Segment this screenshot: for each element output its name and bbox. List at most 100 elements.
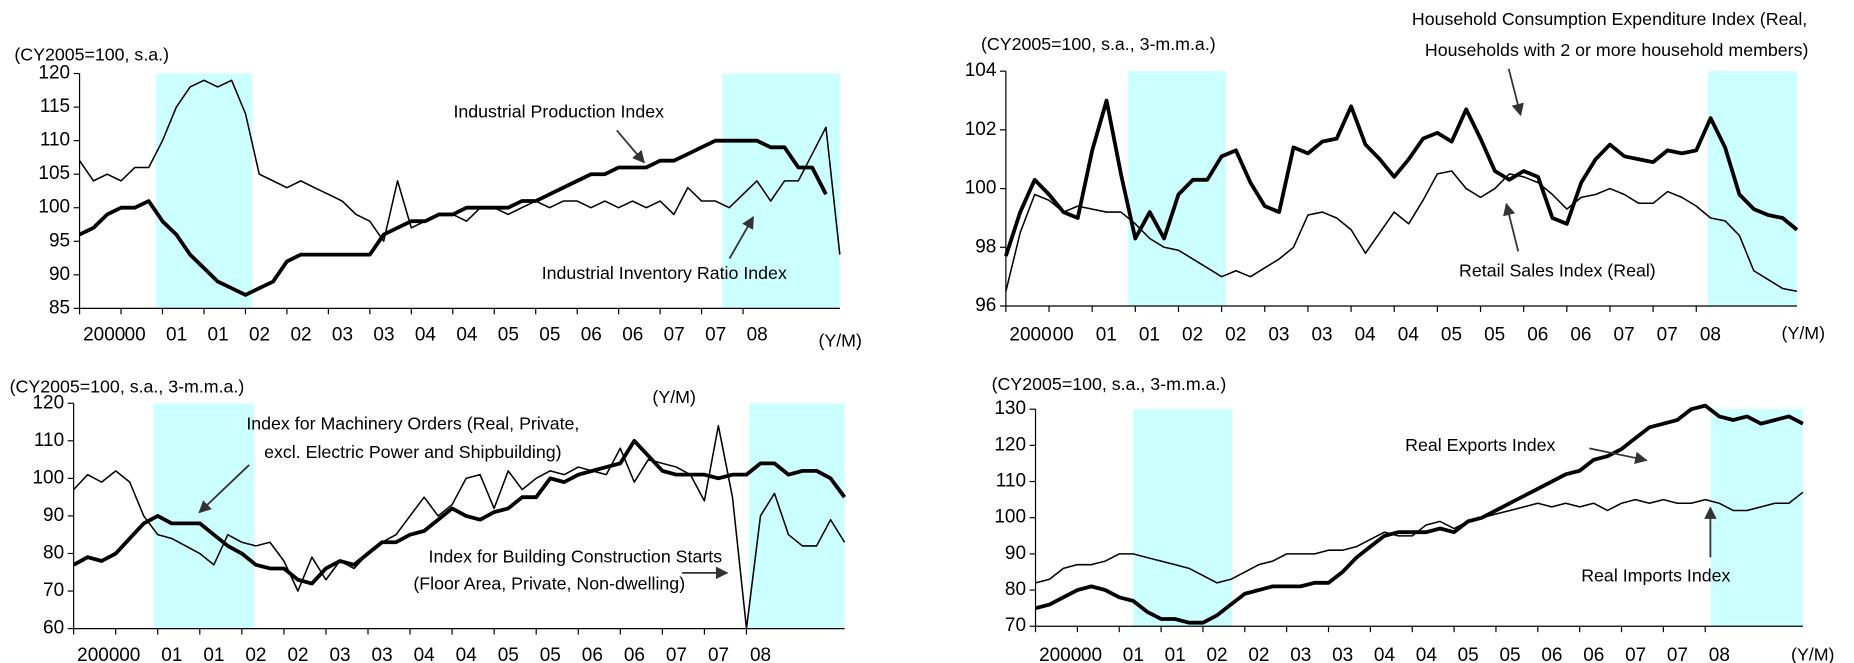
x-tick-label: 00 — [1081, 645, 1102, 663]
unit-label: (CY2005=100, s.a., 3-m.m.a.) — [10, 377, 245, 397]
x-tick-label: 00 — [1053, 325, 1074, 346]
x-tick-label: 03 — [1332, 645, 1353, 663]
x-tick-label: 07 — [1657, 325, 1678, 346]
unit-label: (CY2005=100, s.a., 3-m.m.a.) — [992, 374, 1227, 394]
x-tick-label: 2000 — [77, 645, 119, 663]
y-tick-label: 85 — [49, 297, 70, 318]
series-line — [1004, 98, 1799, 257]
y-tick-label: 104 — [965, 60, 997, 81]
y-tick-label: 100 — [32, 467, 64, 488]
y-tick-label: 110 — [40, 130, 70, 151]
x-tick-label: 08 — [1700, 325, 1721, 346]
x-tick-label: 06 — [624, 645, 645, 663]
series-label: Real Exports Index — [1405, 435, 1555, 455]
shaded-period — [1133, 409, 1233, 627]
x-tick-label: 06 — [581, 325, 602, 346]
series-label-line: Index for Machinery Orders (Real, Privat… — [246, 413, 579, 433]
y-tick-label: 96 — [975, 295, 996, 316]
x-unit-label: (Y/M) — [1791, 645, 1834, 663]
y-tick-label: 80 — [1005, 579, 1026, 600]
series-line — [72, 438, 847, 586]
series-label-line: Households with 2 or more household memb… — [1425, 40, 1808, 60]
series-label-line: (Floor Area, Private, Non-dwelling) — [413, 573, 685, 593]
x-tick-label: 05 — [540, 645, 561, 663]
series-label: Industrial Inventory Ratio Index — [542, 263, 787, 283]
y-tick-label: 100 — [965, 178, 997, 199]
shaded-period — [1707, 71, 1797, 307]
x-unit-label: (Y/M) — [1782, 323, 1825, 343]
series-label-line: Real Imports Index — [1581, 565, 1730, 585]
x-tick-label: 05 — [539, 325, 560, 346]
x-unit-label: (Y/M) — [818, 330, 861, 350]
annotation-arrow — [1503, 202, 1520, 252]
series-line — [73, 425, 846, 630]
x-tick-label: 01 — [1165, 645, 1186, 663]
x-tick-label: 08 — [747, 325, 768, 346]
x-tick-label: 2000 — [1039, 645, 1081, 663]
x-tick-label: 04 — [414, 645, 435, 663]
x-tick-label: 06 — [1583, 645, 1604, 663]
shaded-period — [155, 73, 253, 309]
x-tick-label: 08 — [1709, 645, 1730, 663]
y-tick-label: 120 — [38, 63, 70, 84]
x-tick-label: 01 — [1123, 645, 1144, 663]
x-tick-label: 02 — [287, 645, 308, 663]
x-tick-label: 04 — [1374, 645, 1395, 663]
x-tick-label: 04 — [1398, 325, 1419, 346]
y-tick-label: 90 — [49, 264, 70, 285]
series-label-line: Index for Building Construction Starts — [429, 546, 723, 566]
y-tick-label: 95 — [49, 230, 70, 251]
series-label: Industrial Production Index — [453, 101, 664, 121]
y-tick-label: 60 — [43, 618, 64, 639]
x-tick-label: 03 — [1268, 325, 1289, 346]
series-label-line: Household Consumption Expenditure Index … — [1412, 9, 1807, 29]
series-label-line: Real Exports Index — [1405, 435, 1555, 455]
x-tick-label: 02 — [1182, 325, 1203, 346]
series-label-line: Industrial Inventory Ratio Index — [542, 263, 787, 283]
unit-label: (CY2005=100, s.a., 3-m.m.a.) — [981, 34, 1216, 54]
x-tick-label: 05 — [1484, 325, 1505, 346]
x-tick-label: 03 — [373, 325, 394, 346]
x-tick-label: 04 — [1416, 645, 1437, 663]
x-tick-label: 00 — [125, 325, 146, 346]
shaded-period — [722, 73, 840, 309]
annotation-arrow — [198, 464, 250, 514]
x-tick-label: 04 — [1355, 325, 1376, 346]
x-tick-label: 03 — [372, 645, 393, 663]
x-tick-label: 08 — [750, 645, 771, 663]
x-tick-label: 04 — [456, 325, 477, 346]
y-tick-label: 110 — [996, 471, 1026, 492]
x-tick-label: 02 — [1248, 645, 1269, 663]
chart-panel: 96 98 100 102 104 2000 00 01 01 02 02 03 03 04 04 05 05 0… — [965, 9, 1825, 346]
x-tick-label: 04 — [415, 325, 436, 346]
x-tick-label: 2000 — [1009, 325, 1051, 346]
shaded-period — [1710, 409, 1803, 627]
x-tick-label: 07 — [708, 645, 729, 663]
y-tick-label: 80 — [43, 543, 64, 564]
series-label-line: Industrial Production Index — [453, 101, 664, 121]
x-tick-label: 04 — [456, 645, 477, 663]
y-tick-label: 115 — [40, 96, 70, 117]
x-tick-label: 01 — [1096, 325, 1117, 346]
y-tick-label: 98 — [975, 236, 996, 257]
x-tick-label: 01 — [161, 645, 182, 663]
series-label: Retail Sales Index (Real) — [1459, 260, 1656, 280]
y-tick-label: 100 — [38, 197, 70, 218]
shaded-period — [749, 403, 845, 629]
x-tick-label: 07 — [1614, 325, 1635, 346]
x-tick-label: 05 — [498, 645, 519, 663]
x-tick-label: 02 — [245, 645, 266, 663]
x-tick-label: 03 — [332, 325, 353, 346]
y-tick-label: 105 — [38, 163, 70, 184]
x-tick-label: 05 — [1500, 645, 1521, 663]
annotation-arrow — [728, 215, 755, 259]
series-line — [1035, 403, 1804, 625]
series-line — [1035, 491, 1804, 584]
series-label-line: Retail Sales Index (Real) — [1459, 260, 1656, 280]
x-tick-label: 05 — [1441, 325, 1462, 346]
x-tick-label: 03 — [1290, 645, 1311, 663]
chart-panel: 60 70 80 90 100 110 120 2000 00 01 01 02 02 03 03 04 04 0… — [10, 377, 847, 663]
series-label: Index for Building Construction Starts (F… — [413, 546, 722, 593]
x-tick-label: 07 — [664, 325, 685, 346]
